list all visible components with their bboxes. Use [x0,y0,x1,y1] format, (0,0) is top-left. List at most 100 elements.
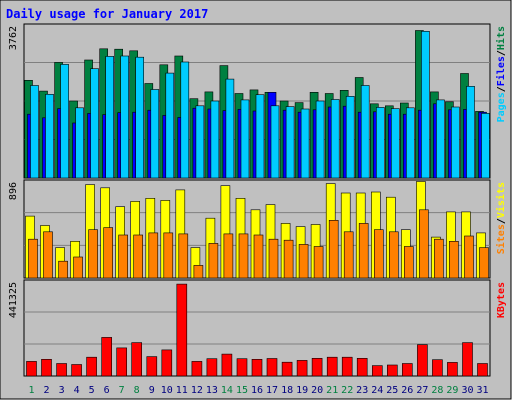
bar-kbytes [296,360,308,377]
bar-kbytes [41,358,52,377]
bar-kbytes [311,357,323,377]
bar-sites [283,239,294,279]
bar-pages [451,106,460,179]
bar-sites [193,265,204,279]
bar-kbytes [477,363,488,377]
legend-entry: / [496,50,507,56]
bar-pages [285,106,295,179]
bar-sites [343,231,354,279]
bar-kbytes [326,356,338,377]
bar-kbytes [131,342,142,377]
bar-sites [464,235,474,279]
bar-pages [375,107,385,179]
day-label: 9 [149,385,155,396]
bar-sites [434,238,444,279]
bar-sites [58,260,68,279]
panel-legend: Sites/Visits [495,182,507,254]
bar-sites [73,256,83,279]
bar-kbytes [386,364,398,377]
bar-pages [30,85,39,179]
bar-pages [421,30,430,179]
bar-sites [208,243,219,279]
axis-max-label: 896 [8,182,19,200]
bar-pages [345,96,355,179]
bar-pages [150,89,160,179]
bar-sites [328,220,339,279]
legend-entry: KBytes [496,282,507,318]
bar-kbytes [447,362,458,377]
bar-pages [180,61,190,179]
chart-title: Daily usage for January 2017 [6,7,208,21]
bar-pages [390,108,400,179]
bar-kbytes [86,356,97,377]
bar-pages [270,105,280,179]
axis-max-label: 441325 [8,282,19,318]
day-label: 30 [461,385,473,396]
bar-kbytes [161,349,173,377]
day-label: 2 [43,385,49,396]
day-label: 31 [476,385,488,396]
bar-pages [315,100,325,179]
day-label: 18 [281,385,293,396]
panel-legend: KBytes [496,282,507,318]
bar-pages [481,113,490,179]
bar-kbytes [281,361,293,377]
bar-kbytes [116,347,127,377]
bar-pages [210,100,220,179]
bar-sites [88,229,98,279]
bar-kbytes [146,356,158,377]
day-label: 14 [221,385,233,396]
day-label: 15 [236,385,248,396]
day-label: 17 [266,385,278,396]
bar-pages [466,86,475,179]
bar-kbytes [26,361,37,377]
day-label: 16 [251,385,263,396]
bar-kbytes [221,353,233,377]
day-label: 23 [356,385,368,396]
bar-kbytes [191,361,203,377]
legend-entry: Pages [496,92,507,122]
day-label: 8 [134,385,140,396]
bar-kbytes [176,283,188,377]
day-label: 3 [59,385,65,396]
bar-pages [105,56,114,179]
day-label: 25 [386,385,398,396]
day-label: 10 [161,385,173,396]
day-label: 1 [28,385,34,396]
bar-pages [135,56,144,179]
bar-sites [133,234,143,279]
day-label: 27 [416,385,428,396]
bar-sites [388,231,399,279]
bar-pages [225,78,235,179]
bar-kbytes [206,358,218,377]
legend-entry: Visits [495,182,507,218]
panel-2: 896 Sites/Visits [8,179,507,279]
day-label: 26 [401,385,413,396]
bar-sites [253,234,264,279]
bar-sites [373,229,384,279]
bar-sites [178,233,189,279]
panel-legend: Pages/Files/Hits [495,26,507,122]
bar-sites [313,246,324,279]
bar-sites [163,232,174,279]
bar-pages [195,105,205,179]
day-label: 21 [326,385,338,396]
bar-sites [449,241,459,279]
bar-pages [436,99,445,179]
bar-kbytes [371,365,383,377]
bar-pages [360,85,370,179]
bar-kbytes [356,357,368,377]
bar-kbytes [341,356,353,377]
bar-sites [358,223,369,279]
bar-kbytes [101,337,112,377]
day-label: 28 [431,385,443,396]
bar-sites [419,209,429,279]
bar-pages [240,99,250,179]
bar-sites [223,233,234,279]
bar-kbytes [266,358,278,377]
legend-entry: Files [495,56,507,86]
bar-kbytes [417,344,428,377]
day-label: 12 [191,385,203,396]
bar-kbytes [71,364,82,377]
